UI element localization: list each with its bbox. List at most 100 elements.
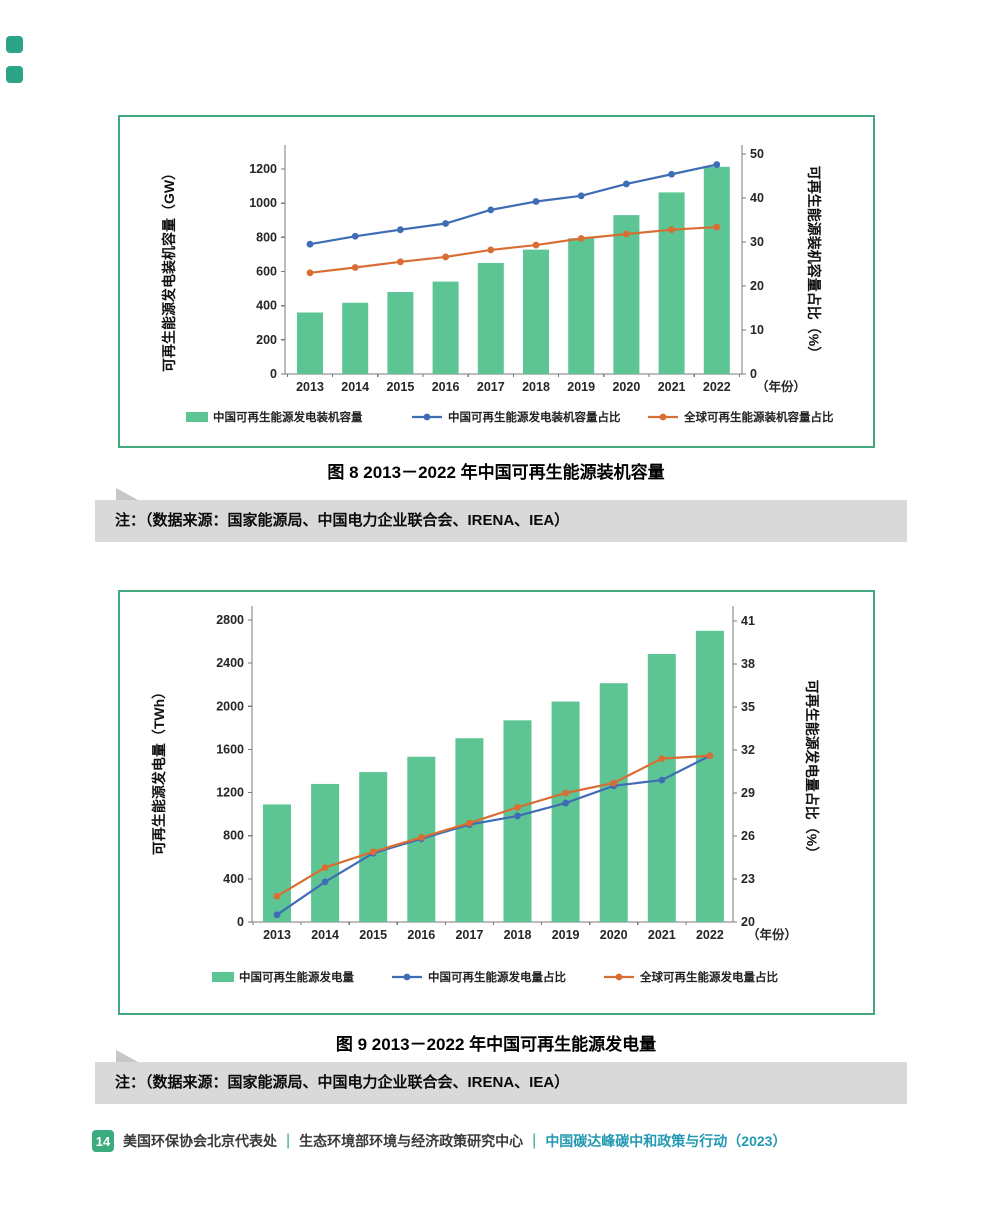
data-point (577, 192, 585, 200)
legend-swatch (186, 412, 208, 422)
data-point (273, 892, 281, 900)
figure-9-source-note: 注：（数据来源：国家能源局、中国电力企业联合会、IRENA、IEA） (95, 1050, 907, 1104)
data-point (514, 812, 521, 820)
legend-item: 全球可再生能源发电量占比 (604, 970, 778, 984)
legend-marker (423, 413, 431, 421)
data-point (562, 789, 569, 797)
decorative-green-square-top (6, 36, 23, 53)
page-number-badge: 14 (92, 1130, 114, 1152)
data-point (487, 206, 495, 214)
right-axis-title: 可再生能源装机容量占比（%） (806, 166, 822, 360)
line-series (273, 752, 714, 919)
bar-2014 (342, 302, 369, 374)
line-series (273, 752, 714, 900)
data-point (442, 220, 449, 227)
svg-text:2013: 2013 (296, 380, 324, 394)
legend-item: 中国可再生能源发电装机容量占比 (412, 410, 621, 424)
legend-marker (659, 413, 667, 421)
svg-text:20: 20 (750, 279, 764, 293)
data-point (306, 269, 314, 277)
svg-text:1200: 1200 (249, 162, 277, 176)
legend-label: 全球可再生能源装机容量占比 (683, 410, 834, 424)
data-point (306, 240, 314, 248)
data-point (321, 878, 329, 886)
svg-text:2019: 2019 (567, 380, 595, 394)
footer-separator: | (532, 1132, 537, 1149)
svg-text:38: 38 (741, 657, 755, 671)
legend-item: 中国可再生能源发电量 (212, 970, 354, 984)
svg-text:40: 40 (750, 191, 764, 205)
bar-2021 (658, 192, 685, 374)
left-axis-title: 可再生能源发电装机容量（GW） (161, 166, 177, 372)
svg-text:26: 26 (741, 829, 755, 843)
bar-2013 (263, 804, 291, 922)
legend-label: 中国可再生能源发电装机容量占比 (448, 410, 621, 424)
footer-org1: 美国环保协会北京代表处 (123, 1133, 277, 1149)
legend-label: 中国可再生能源发电装机容量 (213, 410, 363, 424)
svg-text:41: 41 (741, 614, 755, 628)
figure-9-caption: 图 9 2013－2022 年中国可再生能源发电量 (335, 1035, 657, 1054)
bar-2015 (359, 772, 388, 922)
bar-2019 (568, 238, 595, 374)
legend-item: 中国可再生能源发电量占比 (392, 970, 566, 984)
data-point (713, 223, 721, 231)
svg-text:0: 0 (750, 367, 757, 381)
svg-text:2015: 2015 (386, 380, 414, 394)
svg-text:2017: 2017 (455, 928, 483, 942)
legend-swatch (212, 972, 234, 982)
svg-text:2021: 2021 (658, 380, 686, 394)
data-point (658, 755, 666, 763)
svg-text:10: 10 (750, 323, 764, 337)
svg-text:2013: 2013 (263, 928, 291, 942)
data-point (623, 230, 630, 238)
svg-text:800: 800 (256, 230, 277, 244)
bar-2019 (551, 701, 580, 922)
data-point (397, 226, 404, 234)
note-text: 注：（数据来源：国家能源局、中国电力企业联合会、IRENA、IEA） (115, 512, 570, 529)
legend-marker (615, 973, 623, 981)
legend-item: 中国可再生能源发电装机容量 (186, 410, 363, 424)
data-point (562, 799, 569, 807)
bar-2013 (297, 312, 323, 374)
svg-text:200: 200 (256, 333, 277, 347)
data-point (623, 180, 630, 188)
data-point (417, 834, 425, 841)
data-point (369, 848, 377, 856)
data-point (658, 776, 666, 784)
data-point (668, 226, 675, 234)
svg-text:2022: 2022 (703, 380, 731, 394)
svg-text:1000: 1000 (249, 196, 277, 210)
svg-text:1200: 1200 (216, 786, 244, 800)
svg-text:1600: 1600 (216, 742, 244, 756)
legend-label: 中国可再生能源发电量 (239, 970, 354, 984)
bar-2018 (503, 720, 532, 922)
bar-2016 (432, 281, 459, 374)
svg-text:600: 600 (256, 265, 277, 279)
data-point (668, 170, 675, 178)
data-point (532, 241, 540, 249)
note-text: 注：（数据来源：国家能源局、中国电力企业联合会、IRENA、IEA） (115, 1074, 570, 1091)
footer-report-title: 中国碳达峰碳中和政策与行动（2023） (545, 1133, 787, 1149)
svg-text:20: 20 (741, 915, 755, 929)
data-point (514, 803, 521, 811)
svg-text:2018: 2018 (522, 380, 550, 394)
svg-text:2022: 2022 (696, 928, 724, 942)
footer-org2: 生态环境部环境与经济政策研究中心 (299, 1133, 524, 1149)
bar-2017 (477, 262, 504, 374)
figure-8-source-note: 注：（数据来源：国家能源局、中国电力企业联合会、IRENA、IEA） (95, 488, 907, 542)
figure-8-caption: 图 8 2013－2022 年中国可再生能源装机容量 (327, 463, 665, 482)
svg-text:2800: 2800 (216, 613, 244, 627)
data-point (442, 253, 449, 261)
svg-text:2019: 2019 (552, 928, 580, 942)
svg-text:32: 32 (741, 743, 755, 757)
data-point (577, 235, 585, 242)
bar-series (263, 630, 724, 922)
svg-text:35: 35 (741, 700, 755, 714)
footer-separator: | (286, 1132, 291, 1149)
svg-text:50: 50 (750, 147, 764, 161)
svg-text:（年份）: （年份） (756, 379, 806, 394)
svg-text:2400: 2400 (216, 656, 244, 670)
right-axis-title: 可再生能源发电量占比（%） (804, 680, 820, 860)
legend-label: 中国可再生能源发电量占比 (428, 970, 566, 984)
svg-text:2000: 2000 (216, 699, 244, 713)
